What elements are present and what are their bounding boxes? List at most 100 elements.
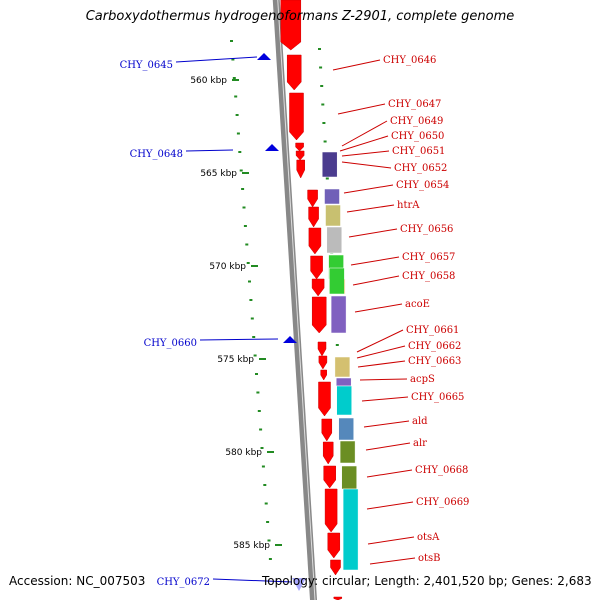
strand-dot <box>245 243 249 246</box>
gene-arrow <box>323 465 336 489</box>
left-gene-leader-line <box>212 578 293 583</box>
cog-feature-block <box>341 465 357 490</box>
strand-dot <box>230 40 233 42</box>
cog-feature-block <box>330 295 347 334</box>
strand-dot <box>252 336 256 338</box>
cog-feature-block <box>324 188 340 205</box>
right-gene-leader-line <box>339 135 389 152</box>
right-gene-leader-line <box>359 378 408 381</box>
right-gene-label[interactable]: CHY_0665 <box>411 392 464 403</box>
cog-feature-block <box>342 488 359 571</box>
scale-tick-mark <box>275 544 282 546</box>
right-gene-leader-line <box>356 329 404 353</box>
gene-arrow <box>311 296 327 334</box>
right-gene-label[interactable]: CHY_0646 <box>383 55 436 66</box>
right-gene-label[interactable]: CHY_0669 <box>416 497 469 508</box>
right-gene-label[interactable]: CHY_0662 <box>408 341 461 352</box>
strand-dot <box>267 539 271 542</box>
right-gene-label[interactable]: acpS <box>410 374 435 385</box>
right-gene-label[interactable]: otsB <box>418 553 441 564</box>
right-gene-label[interactable]: CHY_0649 <box>390 116 443 127</box>
scale-tick-label: 575 kbp <box>217 355 254 365</box>
strand-dot <box>234 95 238 98</box>
right-gene-label[interactable]: htrA <box>397 200 420 211</box>
gene-arrow <box>295 142 304 152</box>
gene-arrow <box>308 227 322 255</box>
right-gene-label[interactable]: CHY_0658 <box>402 271 455 282</box>
right-gene-label[interactable]: CHY_0650 <box>391 131 444 142</box>
strand-dot <box>260 447 264 449</box>
strand-dot <box>335 344 339 346</box>
scale-tick-mark <box>232 79 239 81</box>
right-gene-label[interactable]: CHY_0661 <box>406 325 459 336</box>
strand-dot <box>249 299 253 301</box>
strand-dot <box>268 558 272 560</box>
gene-arrow <box>307 189 318 208</box>
strand-dot <box>241 188 245 190</box>
right-gene-leader-line <box>341 120 388 147</box>
strand-dot <box>318 48 321 50</box>
strand-dot <box>264 502 268 505</box>
left-strand-gene-marker <box>283 336 297 343</box>
cog-feature-block <box>325 204 341 227</box>
right-gene-label[interactable]: acoE <box>405 299 430 310</box>
gene-arrow <box>320 369 327 381</box>
right-gene-label[interactable]: CHY_0647 <box>388 99 441 110</box>
strand-dot <box>320 85 324 87</box>
scale-tick-label: 570 kbp <box>209 262 246 272</box>
gene-arrow <box>318 355 328 370</box>
right-gene-label[interactable]: alr <box>413 438 427 449</box>
cog-feature-block <box>334 356 351 378</box>
strand-dot <box>322 122 326 124</box>
left-gene-label[interactable]: CHY_0648 <box>130 149 183 160</box>
strand-dot <box>248 280 251 283</box>
map-title: Carboxydothermus hydrogenoformans Z-2901… <box>85 9 515 24</box>
gene-arrow <box>324 488 338 533</box>
strand-dot <box>323 140 327 143</box>
gene-arrow <box>295 150 305 161</box>
strand-dot <box>259 428 263 431</box>
right-gene-leader-line <box>367 536 415 545</box>
cog-feature-block <box>335 377 352 387</box>
right-gene-label[interactable]: CHY_0652 <box>394 163 447 174</box>
gene-arrow <box>308 206 319 228</box>
strand-dot <box>263 484 267 486</box>
topology-text: Topology: circular; Length: 2,401,520 bp… <box>262 574 592 588</box>
left-gene-label[interactable]: CHY_0660 <box>144 338 197 349</box>
gene-arrow <box>286 54 302 91</box>
cog-feature-block <box>336 385 352 416</box>
right-gene-leader-line <box>361 396 409 402</box>
right-gene-label[interactable]: CHY_0657 <box>402 252 455 263</box>
left-gene-label[interactable]: CHY_0645 <box>120 60 173 71</box>
left-strand-gene-marker <box>265 144 279 151</box>
left-strand-gene-marker <box>292 578 306 591</box>
scale-tick-label: 560 kbp <box>190 76 227 86</box>
strand-dot <box>242 206 246 209</box>
cog-feature-block <box>339 440 356 464</box>
right-gene-leader-line <box>365 442 411 451</box>
scale-tick-mark <box>259 358 266 360</box>
strand-dot <box>250 317 254 320</box>
right-gene-label[interactable]: CHY_0663 <box>408 356 461 367</box>
cog-feature-block <box>321 151 338 178</box>
right-gene-label[interactable]: CHY_0656 <box>400 224 453 235</box>
cog-feature-block <box>338 417 354 441</box>
gene-arrow <box>311 278 325 297</box>
right-gene-label[interactable]: CHY_0654 <box>396 180 449 191</box>
right-gene-label[interactable]: CHY_0651 <box>392 146 445 157</box>
right-gene-label[interactable]: ald <box>412 416 428 427</box>
gene-arrow <box>327 532 341 559</box>
scale-tick-mark <box>251 265 258 267</box>
right-gene-leader-line <box>341 161 392 169</box>
right-gene-label[interactable]: CHY_0668 <box>415 465 468 476</box>
right-gene-leader-line <box>366 469 413 478</box>
gene-arrow <box>321 418 333 442</box>
right-gene-leader-line <box>332 59 381 71</box>
left-strand-gene-marker <box>257 53 271 60</box>
right-gene-label[interactable]: otsA <box>417 532 440 543</box>
gene-arrow <box>330 559 341 576</box>
left-gene-label[interactable]: CHY_0672 <box>157 577 210 588</box>
gene-arrow <box>289 92 304 141</box>
right-gene-leader-line <box>363 420 410 428</box>
